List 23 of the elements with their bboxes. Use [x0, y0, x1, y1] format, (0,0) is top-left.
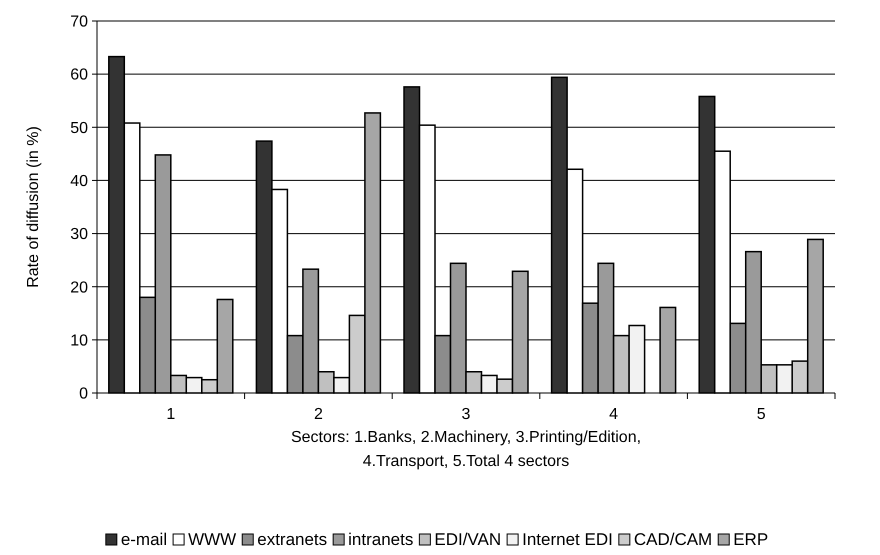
x-axis-title: Sectors: 1.Banks, 2.Machinery, 3.Printing/Edition, 4.Transport, 5.Total 4 sectors	[290, 429, 642, 470]
y-tick-label: 70	[70, 14, 88, 31]
y-tick-label: 10	[70, 332, 88, 350]
legend-label: CAD/CAM	[634, 530, 712, 549]
x-tick-label: 2	[314, 406, 323, 423]
legend-label: Internet EDI	[522, 530, 613, 549]
y-tick-label: 0	[79, 386, 88, 403]
x-tick-label: 1	[166, 406, 176, 423]
y-tick-label: 60	[70, 66, 88, 84]
x-tick-label: 5	[756, 406, 766, 423]
legend-label: e-mail	[120, 530, 168, 549]
legend-label: intranets	[348, 530, 414, 549]
y-tick-label: 50	[70, 120, 88, 137]
legend-label: EDI/VAN	[434, 530, 502, 549]
legend-label: ERP	[733, 530, 768, 549]
y-tick-label: 40	[70, 173, 88, 190]
y-axis-title: Rate of diffusion (in %)	[25, 126, 42, 288]
y-tick-label: 30	[70, 226, 88, 244]
y-tick-label: 20	[70, 279, 88, 296]
x-tick-label: 3	[462, 406, 471, 423]
legend-label: extranets	[257, 530, 328, 549]
x-tick-label: 4	[609, 406, 618, 423]
legend-label: WWW	[188, 530, 236, 549]
